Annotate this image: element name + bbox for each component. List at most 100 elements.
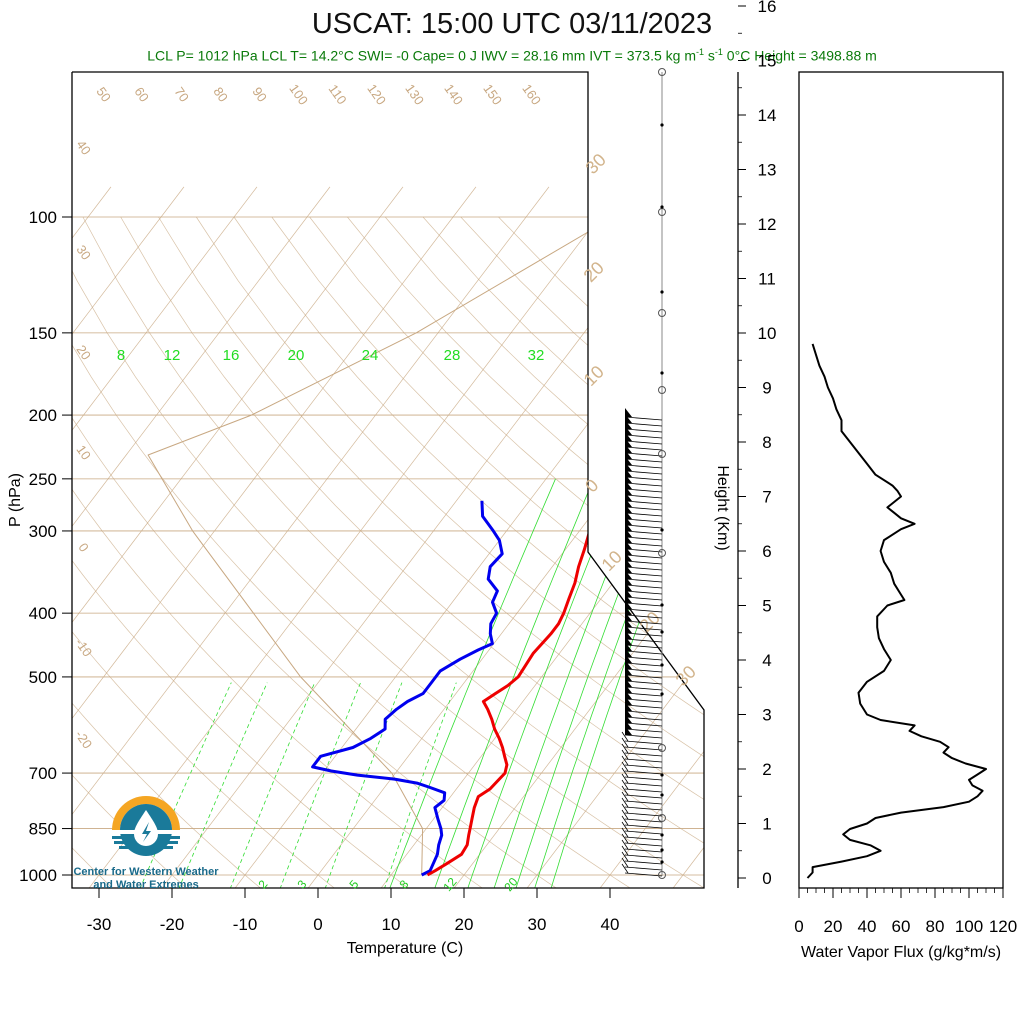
wind-level-dot xyxy=(660,692,664,696)
height-tick-label: 8 xyxy=(762,433,771,452)
wind-pennant xyxy=(625,546,632,555)
height-tick-label: 3 xyxy=(762,706,771,725)
wind-barb xyxy=(624,422,663,427)
isotherm-label-left: 10 xyxy=(73,442,94,462)
dry-adiabat xyxy=(72,216,262,888)
height-tick-label: 6 xyxy=(762,542,771,561)
wind-barb xyxy=(624,872,663,877)
params-exp-2: -1 xyxy=(714,47,723,57)
wind-barb xyxy=(624,458,663,463)
isotherm-line xyxy=(745,187,1024,889)
wind-barb xyxy=(624,566,663,571)
calm-wind-marker xyxy=(658,386,666,394)
height-tick-label: 15 xyxy=(758,52,777,71)
isotherm-line xyxy=(88,186,623,888)
dry-adiabat-label: 60 xyxy=(131,84,152,104)
temperature-tick-label: 20 xyxy=(455,915,474,934)
wind-pennant xyxy=(625,408,632,417)
flux-tick-label: 20 xyxy=(824,917,843,936)
pressure-tick-label: 200 xyxy=(29,406,57,425)
wind-feather xyxy=(621,809,629,820)
moist-adiabat-line xyxy=(229,682,316,888)
params-exp-1: -1 xyxy=(696,47,705,57)
wind-feather xyxy=(621,845,629,856)
wind-pennant xyxy=(625,564,632,573)
wind-barb xyxy=(624,548,663,553)
wind-barb xyxy=(624,638,663,643)
wind-feather xyxy=(621,839,629,850)
wind-barb xyxy=(624,782,663,787)
dry-adiabat xyxy=(158,216,704,888)
isotherm-line xyxy=(453,186,704,888)
isotherm-line xyxy=(599,186,704,888)
wind-barb xyxy=(624,428,663,433)
dry-adiabat-label: 140 xyxy=(441,81,466,107)
dry-adiabat-label: 120 xyxy=(364,81,389,107)
wind-barb xyxy=(624,866,663,871)
wind-barb xyxy=(624,614,663,619)
wind-feather xyxy=(621,815,629,826)
isotherm-line xyxy=(526,186,704,888)
temperature-tick-label: 0 xyxy=(313,915,322,934)
mixing-ratio-line xyxy=(467,478,622,888)
isotherm-line xyxy=(72,186,331,888)
wind-barb xyxy=(624,608,663,613)
isotherm-line xyxy=(72,186,185,888)
wind-barb xyxy=(624,746,663,751)
wind-barb xyxy=(624,518,663,523)
wind-pennant xyxy=(625,606,632,615)
wind-pennant xyxy=(625,624,632,633)
wind-barb xyxy=(624,500,663,505)
wind-level-dot xyxy=(660,205,664,209)
moist-adiabat-line xyxy=(178,682,268,888)
skewt-grid xyxy=(72,186,1024,889)
isotherm-label-left: 0 xyxy=(75,540,91,555)
dry-adiabat xyxy=(72,216,114,888)
mixing-ratio-line xyxy=(515,478,663,888)
wind-barb xyxy=(624,620,663,625)
calm-wind-marker xyxy=(658,549,666,557)
wind-barb xyxy=(624,446,663,451)
wind-barb xyxy=(624,776,663,781)
wind-barb xyxy=(624,824,663,829)
cw3e-logo: Center for Western Weather and Water Ext… xyxy=(73,796,219,891)
calm-wind-marker xyxy=(658,871,666,879)
wind-feather xyxy=(621,821,629,832)
wind-barb xyxy=(624,698,663,703)
wind-barb xyxy=(624,662,663,667)
wind-barbs xyxy=(621,68,666,879)
wind-barb xyxy=(624,524,663,529)
height-tick-label: 7 xyxy=(762,488,771,507)
dry-adiabat-label: 70 xyxy=(171,84,192,104)
wind-pennant xyxy=(625,414,632,423)
wind-pennant xyxy=(625,486,632,495)
wind-pennant xyxy=(625,588,632,597)
wind-feather xyxy=(621,803,629,814)
wind-pennant xyxy=(625,666,632,675)
dry-adiabat xyxy=(422,216,704,888)
wind-feather xyxy=(621,779,629,790)
wind-pennant xyxy=(625,726,632,735)
wind-feather xyxy=(621,773,629,784)
temperature-axis-label: Temperature (C) xyxy=(347,940,463,957)
dry-adiabat-label: 50 xyxy=(93,84,114,104)
logo-bolt-icon xyxy=(142,822,151,842)
mixing-ratio-label: 8 xyxy=(117,347,125,364)
dry-adiabat xyxy=(347,216,704,888)
height-tick-label: 1 xyxy=(762,815,771,834)
wind-level-dot xyxy=(660,848,664,852)
wind-barb xyxy=(624,740,663,745)
wind-barb xyxy=(624,674,663,679)
wind-level-dot xyxy=(660,793,664,797)
wind-feather xyxy=(621,767,629,778)
wind-feather xyxy=(621,785,629,796)
isotherm-label-right: 30 xyxy=(582,150,610,178)
wind-barb xyxy=(624,596,663,601)
wind-barb xyxy=(624,626,663,631)
pressure-tick-label: 500 xyxy=(29,668,57,687)
wind-feather xyxy=(621,863,629,874)
mixing-ratio-bottom-label: 20 xyxy=(501,875,521,894)
wind-pennant xyxy=(625,516,632,525)
temperature-tick-label: 30 xyxy=(528,915,547,934)
temperature-tick-label: -10 xyxy=(233,915,258,934)
